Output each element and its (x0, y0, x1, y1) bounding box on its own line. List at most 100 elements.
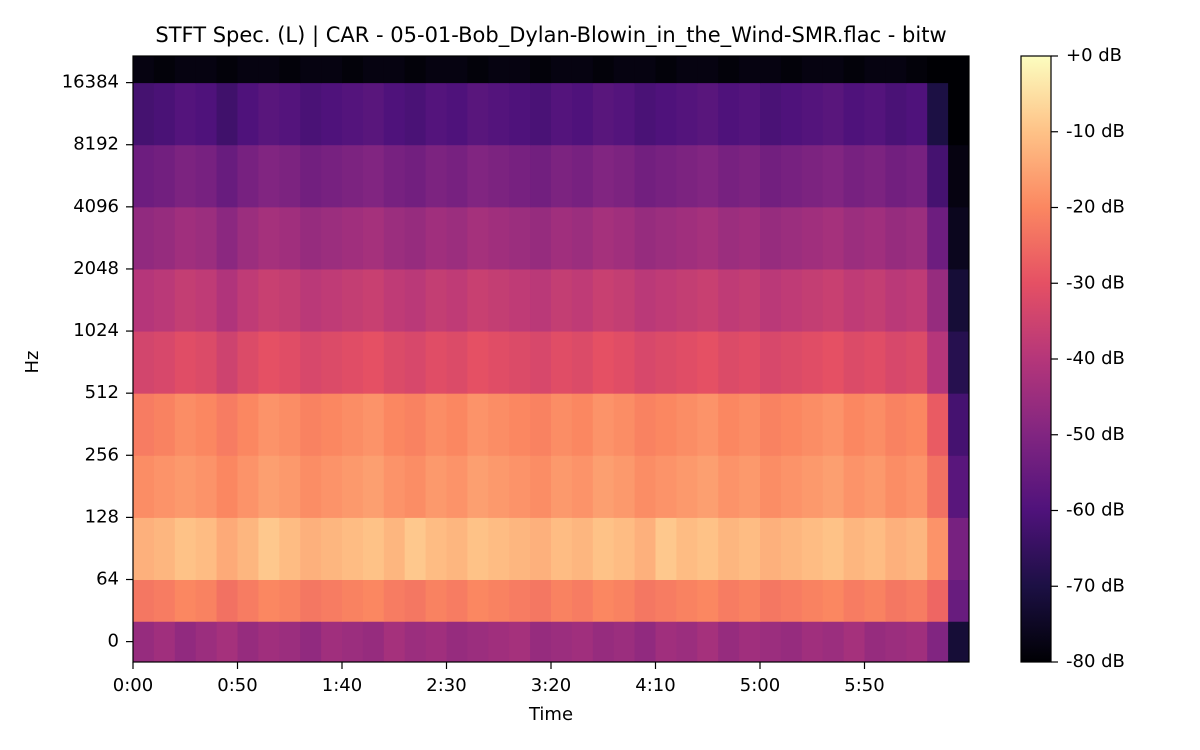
spectrogram-cell (237, 82, 259, 146)
spectrogram-cell (697, 517, 719, 581)
spectrogram-cell (362, 331, 385, 394)
spectrogram-cell (342, 144, 364, 208)
spectrogram-cell (530, 82, 552, 146)
spectrogram-cell (153, 82, 176, 146)
spectrogram-cell (948, 517, 970, 581)
spectrogram-cell (634, 268, 656, 332)
spectrogram-cell (446, 206, 468, 270)
spectrogram-cell (467, 393, 489, 456)
spectrogram-cell (948, 268, 970, 332)
spectrogram-cell (446, 331, 468, 394)
spectrogram-cell (467, 579, 489, 622)
spectrogram-cell (822, 621, 845, 663)
spectrogram-cell (885, 56, 907, 84)
spectrogram-cell (509, 144, 531, 208)
spectrogram-cell (801, 56, 824, 84)
spectrogram-cell (634, 517, 656, 581)
y-tick-label: 64 (96, 569, 119, 590)
spectrogram-cell (551, 517, 573, 581)
spectrogram-cell (174, 517, 197, 581)
spectrogram-cell (258, 517, 280, 581)
spectrogram-cell (133, 56, 155, 84)
spectrogram-cell (258, 82, 280, 146)
spectrogram-cell (488, 206, 510, 270)
plot-area (133, 56, 970, 663)
spectrogram-cell (697, 455, 719, 518)
spectrogram-cell (927, 206, 949, 270)
spectrogram-cell (174, 56, 197, 84)
spectrogram-cell (801, 621, 824, 663)
colorbar-tick-label: +0 dB (1066, 45, 1122, 66)
spectrogram-cell (780, 331, 803, 394)
spectrogram-cell (216, 393, 238, 456)
spectrogram-cell (216, 621, 238, 663)
y-tick-label: 0 (108, 631, 119, 652)
spectrogram-cell (362, 268, 385, 332)
spectrogram-cell (739, 56, 761, 84)
spectrogram-cell (801, 268, 824, 332)
y-tick-label: 4096 (73, 196, 119, 217)
spectrogram-cell (634, 393, 656, 456)
spectrogram-cell (279, 393, 301, 456)
spectrogram-cell (906, 621, 928, 663)
spectrogram-cell (634, 455, 656, 518)
spectrogram-cell (216, 56, 238, 84)
spectrogram-cell (321, 82, 343, 146)
y-tick-label: 128 (85, 506, 119, 527)
spectrogram-cell (676, 455, 698, 518)
spectrogram-cell (592, 206, 615, 270)
spectrogram-cell (446, 579, 468, 622)
spectrogram-cell (195, 517, 218, 581)
spectrogram-cell (153, 331, 176, 394)
spectrogram-cell (258, 144, 280, 208)
x-tick-label: 5:50 (844, 675, 884, 696)
spectrogram-cell (822, 517, 845, 581)
spectrogram-cell (446, 517, 468, 581)
spectrogram-cell (634, 56, 656, 84)
spectrogram-cell (655, 82, 677, 146)
spectrogram-cell (801, 82, 824, 146)
spectrogram-cell (509, 393, 531, 456)
spectrogram-cell (592, 517, 615, 581)
spectrogram-cell (467, 517, 489, 581)
spectrogram-cell (613, 82, 636, 146)
spectrogram-cell (321, 56, 343, 84)
spectrogram-cell (237, 621, 259, 663)
spectrogram-cell (174, 579, 197, 622)
y-tick-label: 2048 (73, 258, 119, 279)
spectrogram-cell (153, 621, 176, 663)
spectrogram-cell (843, 517, 865, 581)
spectrogram-cell (383, 517, 406, 581)
spectrogram-cell (509, 56, 531, 84)
spectrogram-cell (613, 56, 636, 84)
spectrogram-cell (760, 144, 782, 208)
spectrogram-cell (195, 621, 218, 663)
spectrogram-cell (488, 144, 510, 208)
spectrogram-cell (467, 206, 489, 270)
spectrogram-cell (885, 331, 907, 394)
spectrogram-cell (906, 268, 928, 332)
spectrogram-cell (718, 517, 740, 581)
spectrogram-cell (195, 579, 218, 622)
spectrogram-cell (843, 56, 865, 84)
spectrogram-cell (801, 393, 824, 456)
spectrogram-cell (383, 206, 406, 270)
spectrogram-cell (342, 331, 364, 394)
spectrogram-cell (864, 206, 886, 270)
spectrogram-cell (592, 268, 615, 332)
spectrogram-cell (195, 144, 218, 208)
spectrogram-cell (822, 393, 845, 456)
spectrogram-cell (760, 393, 782, 456)
spectrogram-cell (634, 144, 656, 208)
spectrogram-cell (551, 82, 573, 146)
spectrogram-cell (676, 393, 698, 456)
spectrogram-cell (383, 579, 406, 622)
spectrogram-cell (237, 56, 259, 84)
spectrogram-cell (760, 579, 782, 622)
spectrogram-cell (634, 331, 656, 394)
spectrogram-cell (571, 56, 594, 84)
spectrogram-cell (216, 455, 238, 518)
spectrogram-cell (425, 393, 447, 456)
spectrogram-cell (864, 268, 886, 332)
spectrogram-cell (446, 82, 468, 146)
